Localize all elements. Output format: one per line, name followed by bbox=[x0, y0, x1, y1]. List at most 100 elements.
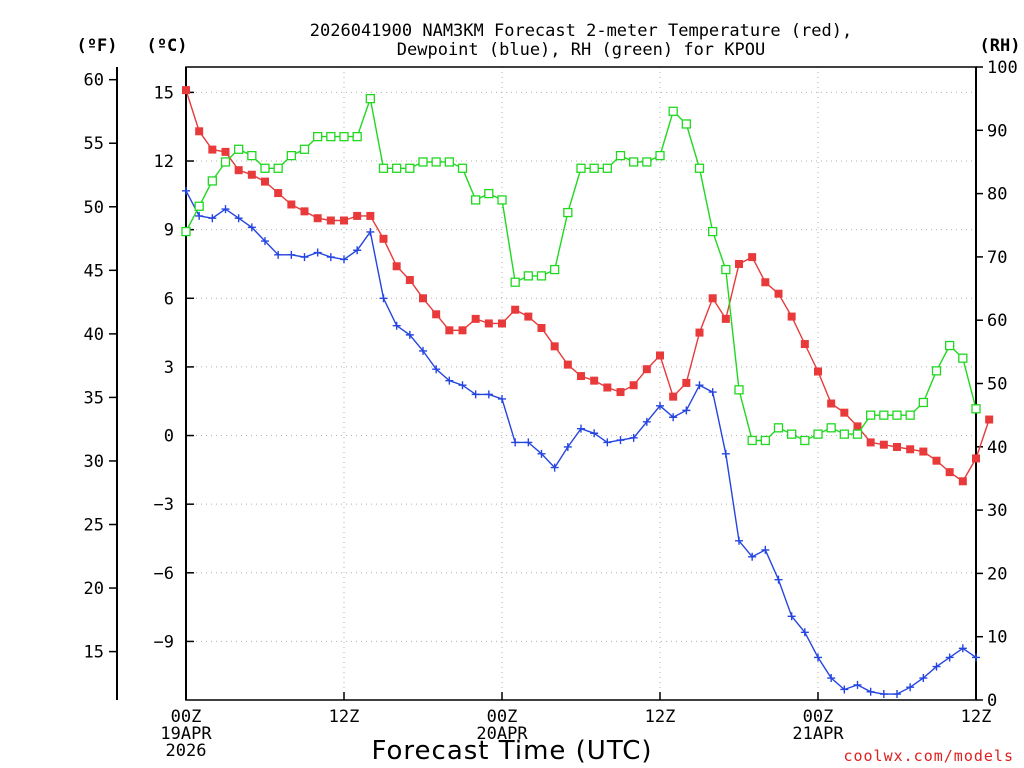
temperature-point bbox=[563, 360, 572, 369]
rh-point bbox=[971, 404, 981, 414]
chart-title-line-2: Dewpoint (blue), RH (green) for KPOU bbox=[397, 40, 765, 60]
rh-point bbox=[918, 397, 928, 408]
temperature-point bbox=[958, 477, 967, 486]
temperature-point bbox=[577, 372, 585, 381]
dewpoint-point bbox=[511, 438, 520, 447]
dewpoint-point bbox=[787, 612, 796, 621]
dewpoint-point bbox=[721, 449, 730, 458]
series-rh bbox=[181, 94, 981, 446]
temperature-point bbox=[774, 289, 783, 298]
dewpoint-point bbox=[432, 365, 441, 374]
dewpoint-point bbox=[669, 413, 678, 422]
celsius-tick-label: −3 bbox=[154, 495, 174, 515]
dewpoint-point bbox=[814, 653, 822, 662]
rh-point bbox=[510, 277, 520, 287]
series-dewpoint bbox=[182, 186, 980, 699]
rh-point bbox=[326, 131, 336, 142]
rh-point bbox=[668, 106, 678, 116]
time-tick-label: 00Z bbox=[487, 707, 518, 727]
rh-point bbox=[826, 423, 836, 433]
temperature-point bbox=[537, 324, 546, 333]
temperature-point bbox=[458, 326, 467, 335]
rh-tick-label: 20 bbox=[987, 564, 1007, 584]
dewpoint-point bbox=[208, 214, 217, 223]
fahrenheit-unit-label: (ºF) bbox=[77, 36, 118, 56]
fahrenheit-tick-label: 45 bbox=[84, 261, 104, 281]
temperature-point bbox=[484, 319, 493, 328]
rh-point bbox=[378, 163, 389, 173]
rh-tick-label: 50 bbox=[987, 375, 1007, 395]
temperature-point bbox=[840, 408, 849, 417]
rh-tick-label: 30 bbox=[987, 501, 1007, 521]
dewpoint-point bbox=[340, 255, 348, 264]
temperature-point bbox=[603, 383, 612, 392]
dewpoint-point bbox=[353, 246, 362, 255]
rh-point bbox=[181, 226, 191, 237]
time-tick-label: 2026 bbox=[166, 741, 207, 761]
dewpoint-point bbox=[563, 442, 572, 451]
dewpoint-point bbox=[379, 294, 388, 303]
dewpoint-point bbox=[893, 690, 901, 699]
fahrenheit-tick-label: 55 bbox=[84, 134, 104, 154]
rh-tick-label: 100 bbox=[987, 58, 1018, 78]
rh-point bbox=[839, 429, 849, 439]
time-tick-label: 20APR bbox=[476, 724, 528, 744]
time-tick-label: 19APR bbox=[160, 724, 212, 744]
temperature-point bbox=[471, 314, 480, 323]
rh-point bbox=[773, 423, 784, 433]
rh-point bbox=[352, 131, 362, 142]
celsius-tick-label: 6 bbox=[164, 289, 174, 309]
dewpoint-point bbox=[247, 223, 256, 232]
temperature-point bbox=[787, 312, 796, 321]
rh-point bbox=[708, 226, 718, 237]
temperature-point bbox=[590, 376, 599, 385]
dewpoint-point bbox=[695, 381, 704, 390]
dewpoint-point bbox=[274, 250, 283, 259]
temperature-point bbox=[405, 275, 414, 284]
rh-point bbox=[313, 131, 323, 142]
temperature-point bbox=[656, 351, 664, 360]
rh-point bbox=[194, 201, 204, 211]
dewpoint-point bbox=[616, 436, 625, 445]
celsius-tick-label: −6 bbox=[154, 564, 174, 584]
dewpoint-point bbox=[827, 674, 836, 683]
temperature-point bbox=[748, 253, 757, 262]
rh-point bbox=[931, 366, 942, 376]
temperature-point bbox=[682, 378, 691, 387]
rh-point bbox=[615, 150, 626, 161]
celsius-tick-label: 15 bbox=[154, 83, 174, 103]
dewpoint-point bbox=[629, 433, 638, 442]
fahrenheit-tick-label: 25 bbox=[84, 516, 104, 536]
celsius-tick-label: 9 bbox=[164, 221, 174, 241]
rh-tick-label: 90 bbox=[987, 121, 1007, 141]
temperature-point bbox=[392, 262, 401, 271]
dewpoint-point bbox=[656, 401, 664, 410]
dewpoint-point bbox=[261, 237, 269, 246]
rh-point bbox=[787, 429, 797, 439]
dewpoint-point bbox=[774, 575, 783, 584]
dewpoint-point bbox=[313, 248, 322, 257]
time-tick-label: 12Z bbox=[961, 707, 992, 727]
dewpoint-point bbox=[537, 449, 546, 458]
rh-tick-label: 60 bbox=[987, 311, 1007, 331]
rh-point bbox=[260, 163, 270, 173]
rh-point bbox=[286, 150, 296, 161]
celsius-axis: 15 12 9 6 3 0 −3 −6 −9 bbox=[154, 83, 194, 652]
rh-point bbox=[694, 163, 705, 173]
rh-point bbox=[392, 163, 402, 173]
temperature-point bbox=[445, 326, 454, 335]
temperature-point bbox=[985, 415, 994, 424]
temperature-point bbox=[208, 145, 217, 154]
dewpoint-point bbox=[287, 250, 296, 259]
dewpoint-point bbox=[221, 205, 230, 214]
fahrenheit-tick-label: 60 bbox=[84, 71, 104, 91]
rh-point bbox=[273, 163, 283, 173]
temperature-point bbox=[616, 388, 625, 397]
rh-point bbox=[365, 94, 375, 104]
temperature-point bbox=[919, 447, 928, 456]
rh-point bbox=[681, 119, 691, 129]
temperature-point bbox=[182, 86, 190, 95]
x-axis-label: Forecast Time (UTC) bbox=[371, 736, 652, 766]
celsius-tick-label: 0 bbox=[164, 427, 174, 447]
